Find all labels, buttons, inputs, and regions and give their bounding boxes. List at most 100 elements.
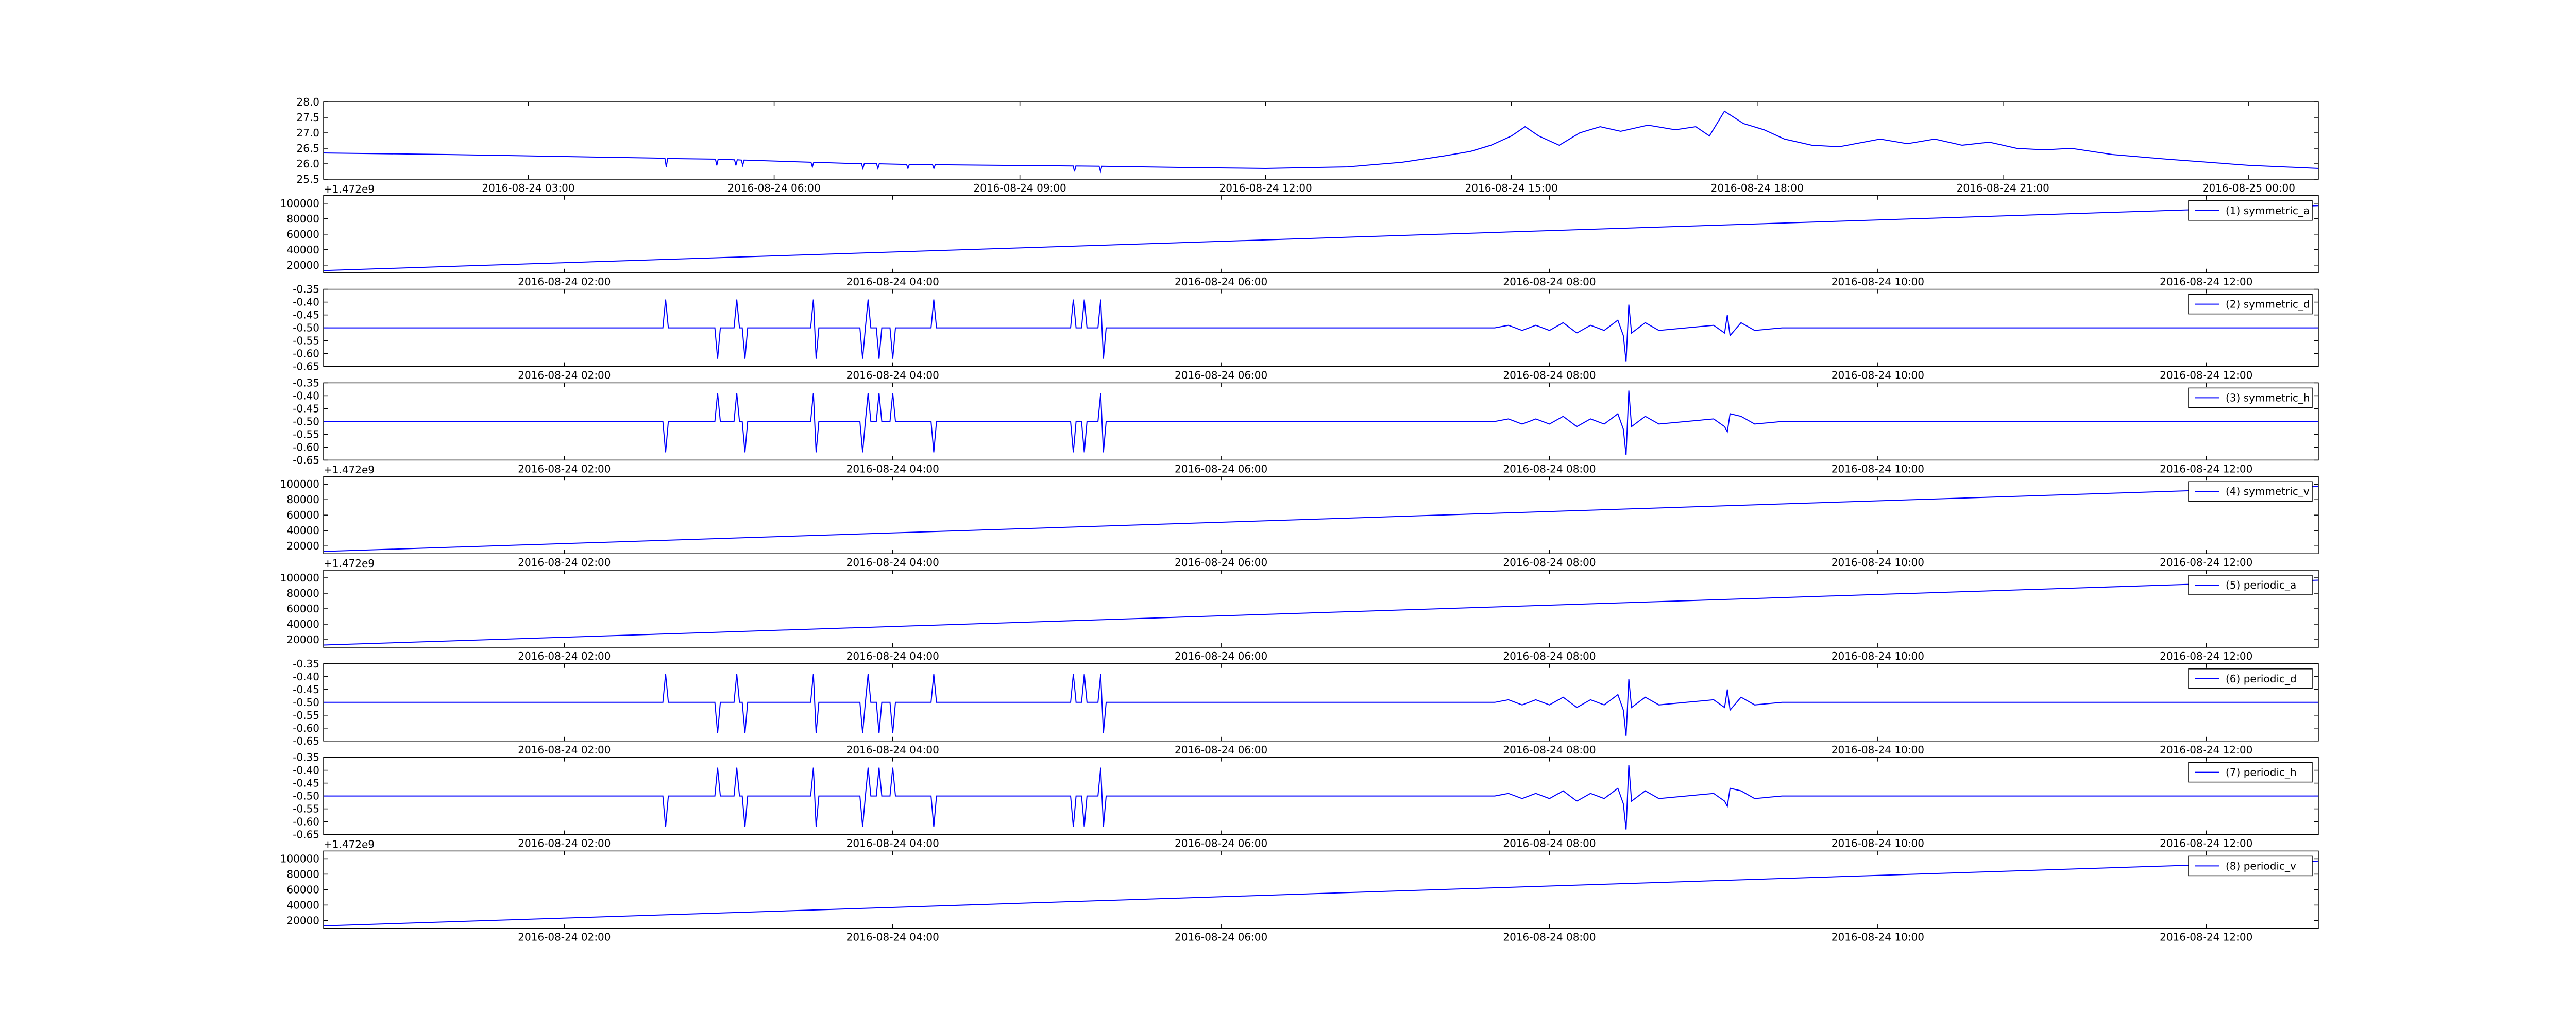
x-tick-label: 2016-08-24 03:00 xyxy=(482,182,574,194)
x-tick-label: 2016-08-24 10:00 xyxy=(1832,462,1924,475)
x-tick-label: 2016-08-24 04:00 xyxy=(846,931,939,943)
y-tick-label: 20000 xyxy=(286,914,319,926)
y-tick-label: -0.45 xyxy=(293,402,319,415)
x-tick-label: 2016-08-24 15:00 xyxy=(1465,182,1558,194)
x-tick-label: 2016-08-24 04:00 xyxy=(846,744,939,756)
x-tick-label: 2016-08-24 06:00 xyxy=(1175,369,1267,382)
y-tick-label: -0.55 xyxy=(293,709,319,722)
y-tick-label: -0.60 xyxy=(293,722,319,734)
y-tick-label: -0.55 xyxy=(293,428,319,440)
legend-label: (2) symmetric_d xyxy=(2226,298,2310,311)
x-tick-label: 2016-08-24 08:00 xyxy=(1503,744,1596,756)
x-tick-label: 2016-08-24 08:00 xyxy=(1503,369,1596,382)
legend: (6) periodic_d xyxy=(2188,668,2313,689)
x-tick-label: 2016-08-24 02:00 xyxy=(518,276,611,288)
y-tick-label: -0.50 xyxy=(293,790,319,802)
y-tick-label: -0.50 xyxy=(293,415,319,427)
x-tick-label: 2016-08-24 12:00 xyxy=(2160,556,2252,569)
legend-label: (7) periodic_h xyxy=(2226,766,2297,779)
x-tick-label: 2016-08-24 12:00 xyxy=(2160,276,2252,288)
legend-label: (4) symmetric_v xyxy=(2226,485,2310,497)
y-tick-label: -0.55 xyxy=(293,335,319,347)
y-tick-label: 80000 xyxy=(286,868,319,880)
x-tick-label: 2016-08-24 04:00 xyxy=(846,276,939,288)
y-tick-label: 60000 xyxy=(286,509,319,521)
y-tick-label: 28.0 xyxy=(296,96,319,108)
subplot: 2016-08-24 02:00 2016-08-24 04:00 2016-08-… xyxy=(293,751,2319,850)
x-tick-label: 2016-08-24 12:00 xyxy=(2160,837,2252,850)
x-tick-label: 2016-08-24 12:00 xyxy=(1219,182,1312,194)
y-tick-label: 27.5 xyxy=(296,111,319,124)
data-line xyxy=(324,765,2318,830)
offset-text: +1.472e9 xyxy=(324,464,375,476)
x-tick-label: 2016-08-24 06:00 xyxy=(1175,462,1267,475)
x-tick-label: 2016-08-24 06:00 xyxy=(1175,276,1267,288)
y-tick-label: 80000 xyxy=(286,493,319,506)
x-tick-label: 2016-08-24 06:00 xyxy=(1175,556,1267,569)
subplot: 2016-08-24 03:00 2016-08-24 06:00 2016-08-… xyxy=(296,96,2319,194)
legend: (1) symmetric_a xyxy=(2188,200,2313,221)
x-tick-label: 2016-08-24 10:00 xyxy=(1832,931,1924,943)
x-tick-label: 2016-08-24 10:00 xyxy=(1832,276,1924,288)
x-tick-label: 2016-08-24 06:00 xyxy=(1175,744,1267,756)
x-tick-label: 2016-08-24 04:00 xyxy=(846,369,939,382)
y-tick-label: -0.45 xyxy=(293,683,319,696)
y-tick-label: 100000 xyxy=(280,852,319,865)
x-tick-label: 2016-08-24 21:00 xyxy=(1957,182,2049,194)
legend-label: (6) periodic_d xyxy=(2226,673,2297,685)
subplot: 2016-08-24 02:00 2016-08-24 04:00 2016-08-… xyxy=(293,376,2319,475)
x-tick-label: 2016-08-24 06:00 xyxy=(1175,931,1267,943)
y-tick-label: 40000 xyxy=(286,899,319,911)
x-tick-label: 2016-08-24 02:00 xyxy=(518,931,611,943)
x-tick-label: 2016-08-24 04:00 xyxy=(846,650,939,662)
x-tick-label: 2016-08-24 10:00 xyxy=(1832,650,1924,662)
x-tick-label: 2016-08-24 10:00 xyxy=(1832,556,1924,569)
y-tick-label: 40000 xyxy=(286,244,319,256)
y-tick-label: 60000 xyxy=(286,603,319,615)
legend: (2) symmetric_d xyxy=(2188,294,2313,315)
y-tick-label: 20000 xyxy=(286,633,319,646)
x-tick-label: 2016-08-24 04:00 xyxy=(846,462,939,475)
x-tick-label: 2016-08-24 08:00 xyxy=(1503,650,1596,662)
subplot: 2016-08-24 02:00 2016-08-24 04:00 2016-08-… xyxy=(280,183,2319,288)
y-tick-label: -0.60 xyxy=(293,348,319,360)
y-tick-label: -0.65 xyxy=(293,829,319,841)
legend: (8) periodic_v xyxy=(2188,855,2313,877)
y-tick-label: 60000 xyxy=(286,883,319,896)
legend-label: (5) periodic_a xyxy=(2226,579,2296,591)
y-tick-label: 100000 xyxy=(280,197,319,210)
y-tick-label: 40000 xyxy=(286,618,319,630)
y-tick-label: 80000 xyxy=(286,587,319,599)
y-tick-label: -0.40 xyxy=(293,671,319,683)
y-tick-label: 100000 xyxy=(280,572,319,584)
x-tick-label: 2016-08-24 06:00 xyxy=(727,182,820,194)
data-line xyxy=(324,299,2318,362)
legend: (4) symmetric_v xyxy=(2188,481,2313,502)
x-tick-label: 2016-08-24 18:00 xyxy=(1711,182,1804,194)
legend-label: (1) symmetric_a xyxy=(2226,204,2310,217)
x-tick-label: 2016-08-24 06:00 xyxy=(1175,650,1267,662)
legend-label: (3) symmetric_h xyxy=(2226,391,2310,404)
x-tick-label: 2016-08-24 10:00 xyxy=(1832,369,1924,382)
x-tick-label: 2016-08-24 10:00 xyxy=(1832,744,1924,756)
x-tick-label: 2016-08-24 02:00 xyxy=(518,556,611,569)
x-tick-label: 2016-08-24 02:00 xyxy=(518,650,611,662)
subplot: 2016-08-24 02:00 2016-08-24 04:00 2016-08-… xyxy=(293,283,2319,382)
x-tick-label: 2016-08-24 08:00 xyxy=(1503,462,1596,475)
x-tick-label: 2016-08-24 08:00 xyxy=(1503,837,1596,850)
legend: (5) periodic_a xyxy=(2188,575,2313,595)
y-tick-label: 20000 xyxy=(286,259,319,271)
y-tick-label: 26.0 xyxy=(296,158,319,170)
y-tick-label: 27.0 xyxy=(296,127,319,139)
data-line xyxy=(323,579,2319,646)
y-tick-label: 80000 xyxy=(286,213,319,225)
legend: (7) periodic_h xyxy=(2188,762,2313,783)
y-tick-label: -0.60 xyxy=(293,816,319,828)
y-tick-label: 26.5 xyxy=(296,142,319,154)
x-tick-label: 2016-08-24 08:00 xyxy=(1503,931,1596,943)
y-tick-label: -0.45 xyxy=(293,309,319,321)
x-tick-label: 2016-08-24 02:00 xyxy=(518,462,611,475)
subplot: 2016-08-24 02:00 2016-08-24 04:00 2016-08-… xyxy=(293,658,2319,756)
subplot: 2016-08-24 02:00 2016-08-24 04:00 2016-08-… xyxy=(280,838,2319,943)
